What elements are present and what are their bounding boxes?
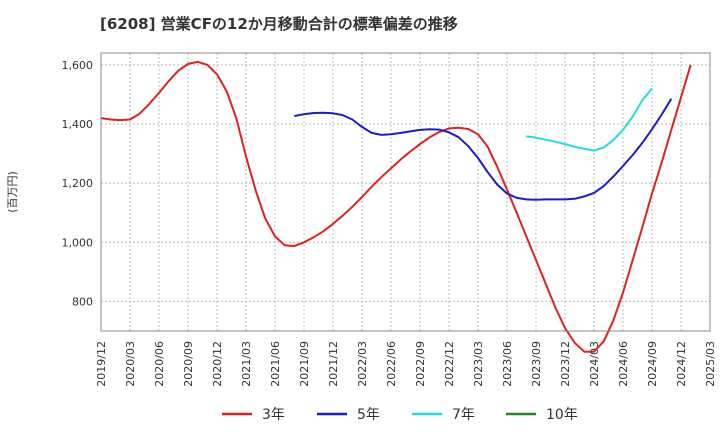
x-tick-label: 2024/03	[588, 341, 601, 387]
x-tick-label: 2022/12	[443, 341, 456, 387]
x-tick-label: 2020/09	[182, 341, 195, 387]
y-tick-label: 1,200	[62, 177, 94, 190]
legend-label-5年: 5年	[357, 407, 380, 423]
x-tick-label: 2024/12	[675, 341, 688, 387]
x-tick-label: 2023/09	[530, 341, 543, 387]
series-lines	[100, 60, 692, 353]
x-tick-label: 2019/12	[95, 341, 108, 387]
x-tick-label: 2025/03	[704, 341, 717, 387]
legend: 3年 5年 7年 10年	[222, 407, 578, 423]
x-tick-label: 2022/03	[356, 341, 369, 387]
x-tick-label: 2020/06	[153, 341, 166, 387]
legend-label-7年: 7年	[452, 407, 475, 423]
x-tick-label: 2023/12	[559, 341, 572, 387]
x-tick-label: 2020/12	[211, 341, 224, 387]
series-line-7年	[526, 87, 653, 152]
legend-label-10年: 10年	[546, 407, 578, 423]
series-line-3年	[100, 60, 692, 353]
legend-label-3年: 3年	[262, 407, 285, 423]
x-tick-label: 2023/03	[472, 341, 485, 387]
plot-border	[100, 52, 711, 332]
x-tick-label: 2021/06	[269, 341, 282, 387]
x-tick-label: 2024/09	[646, 341, 659, 387]
x-tick-label: 2022/06	[385, 341, 398, 387]
y-tick-label: 800	[72, 295, 93, 308]
chart-title: [6208] 営業CFの12か月移動合計の標準偏差の推移	[100, 15, 458, 33]
y-axis-label: (百万円)	[6, 171, 19, 213]
x-tick-label: 2021/12	[327, 341, 340, 387]
x-tick-label: 2021/09	[298, 341, 311, 387]
y-tick-label: 1,600	[62, 59, 94, 72]
series-line-5年	[294, 98, 673, 201]
x-axis-ticks: 2019/12 2020/03 2020/06 2020/09 2020/12 2021/…	[95, 341, 717, 387]
y-tick-label: 1,000	[62, 236, 94, 249]
y-axis-ticks: 800 1,000 1,200 1,400 1,600	[62, 59, 94, 309]
x-tick-label: 2024/06	[617, 341, 630, 387]
y-tick-label: 1,400	[62, 118, 94, 131]
grid-lines	[101, 53, 710, 331]
x-tick-label: 2023/06	[501, 341, 514, 387]
x-tick-label: 2022/09	[414, 341, 427, 387]
x-tick-label: 2021/03	[240, 341, 253, 387]
x-tick-label: 2020/03	[124, 341, 137, 387]
